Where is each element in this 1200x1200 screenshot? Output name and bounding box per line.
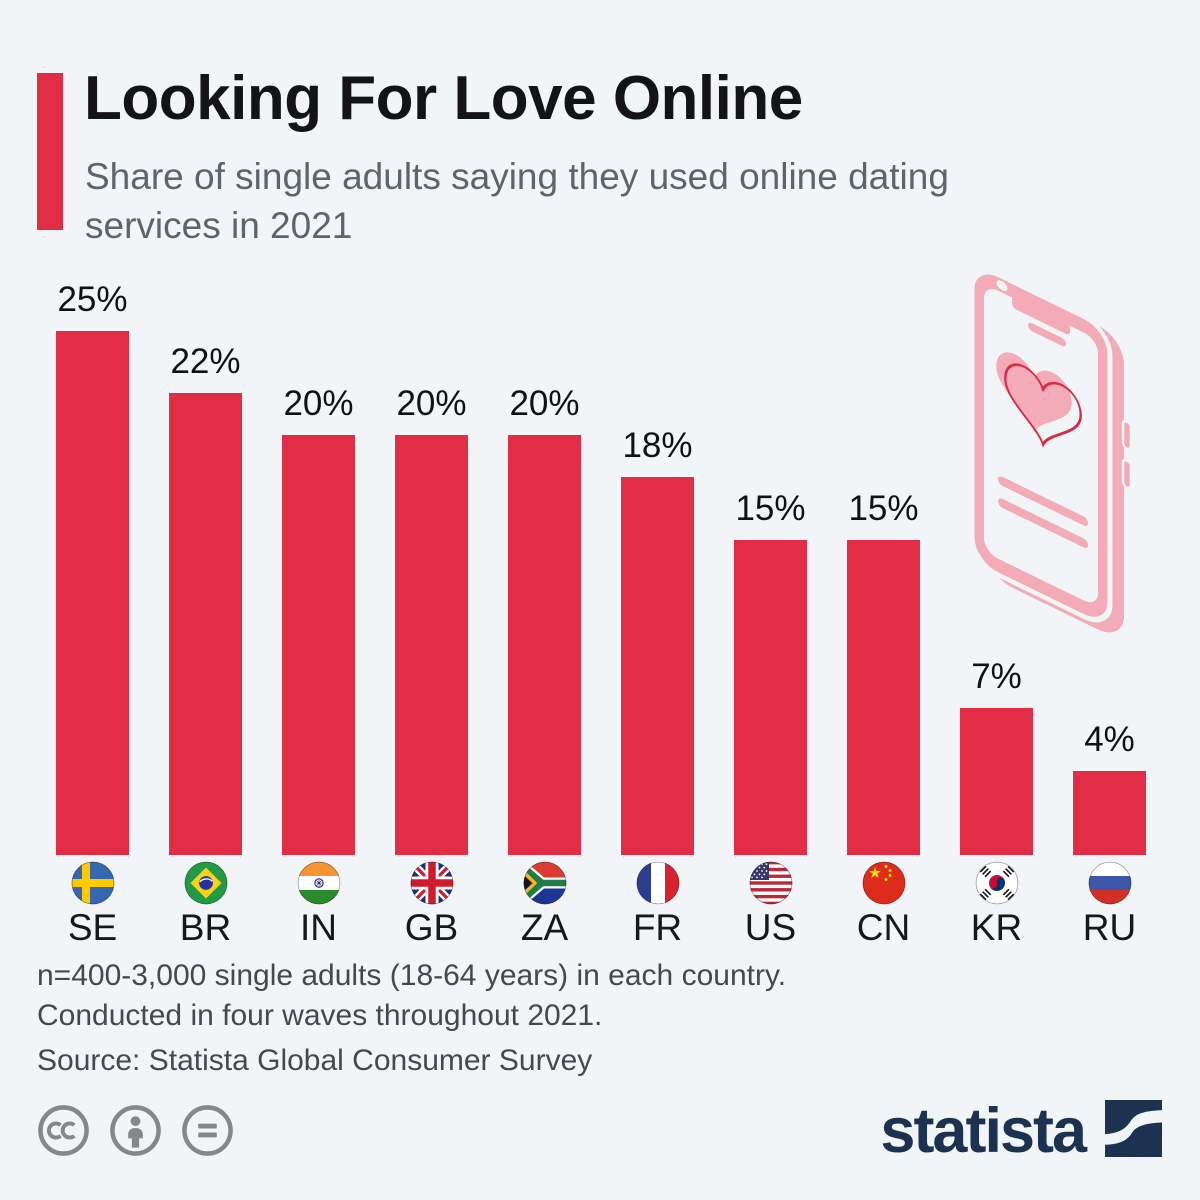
value-label: 18% <box>622 426 693 465</box>
bar-plot: 20% <box>282 280 355 855</box>
bar-plot: 4% <box>1073 280 1146 855</box>
value-label: 20% <box>283 384 354 423</box>
country-code-label: KR <box>970 907 1023 948</box>
bar <box>282 435 355 855</box>
statista-branding: statista <box>880 1098 1162 1164</box>
bar-column: 15% US <box>714 280 827 950</box>
source-line: Source: Statista Global Consumer Survey <box>37 1044 593 1077</box>
heart-icon <box>996 352 1072 433</box>
value-label: 15% <box>848 489 919 528</box>
bar <box>508 435 581 855</box>
bar-plot: 18% <box>621 280 694 855</box>
bar-column: 20% GB <box>375 280 488 950</box>
bar-chart: 25% SE 22% BR 20% IN 20% <box>36 280 1166 950</box>
country-code-label: ZA <box>520 907 569 948</box>
value-label: 20% <box>396 384 467 423</box>
chart-footnote: n=400-3,000 single adults (18-64 years) … <box>37 956 937 1081</box>
bar <box>56 331 129 855</box>
phone-with-heart-illustration <box>915 240 1200 660</box>
statista-wordmark: statista <box>880 1096 1087 1166</box>
no-derivatives-icon <box>181 1104 234 1162</box>
bar <box>847 540 920 855</box>
country-code-label: US <box>744 907 797 948</box>
chart-subtitle: Share of single adults saying they used … <box>85 152 1105 250</box>
country-code-label: FR <box>632 907 683 948</box>
bar-column: 25% SE <box>36 280 149 950</box>
bar-plot: 20% <box>508 280 581 855</box>
flag-cn-icon <box>862 861 906 905</box>
bar <box>960 708 1033 855</box>
bar <box>621 477 694 855</box>
bar-plot: 15% <box>847 280 920 855</box>
bar-column: 20% IN <box>262 280 375 950</box>
bar-plot: 22% <box>169 280 242 855</box>
bar <box>395 435 468 855</box>
flag-gb-icon <box>410 861 454 905</box>
bar <box>1073 771 1146 855</box>
bar-column: 15% CN <box>827 280 940 950</box>
country-code-label: CN <box>856 907 911 948</box>
value-label: 25% <box>57 280 128 319</box>
subtitle-line-2: services in 2021 <box>85 205 353 246</box>
flag-us-icon <box>749 861 793 905</box>
flag-in-icon <box>297 861 341 905</box>
bar-plot: 7% <box>960 280 1033 855</box>
footnote-line-2: Conducted in four waves throughout 2021. <box>37 999 603 1032</box>
attribution-icon <box>109 1104 162 1162</box>
country-code-label: IN <box>300 907 337 948</box>
subtitle-line-1: Share of single adults saying they used … <box>85 156 949 197</box>
bar-plot: 15% <box>734 280 807 855</box>
title-accent-bar <box>37 73 63 230</box>
flag-za-icon <box>523 861 567 905</box>
license-icons <box>37 1104 234 1162</box>
bar-column: 22% BR <box>149 280 262 950</box>
country-code-label: GB <box>404 907 459 948</box>
value-label: 20% <box>509 384 580 423</box>
flag-br-icon <box>184 861 228 905</box>
value-label: 4% <box>1084 720 1135 759</box>
flag-fr-icon <box>636 861 680 905</box>
bar-column: 4% RU <box>1053 280 1166 950</box>
value-label: 7% <box>971 657 1022 696</box>
page-title: Looking For Love Online <box>84 64 803 133</box>
bar <box>734 540 807 855</box>
bar-plot: 20% <box>395 280 468 855</box>
flag-kr-icon <box>975 861 1019 905</box>
value-label: 22% <box>170 342 241 381</box>
cc-icon <box>37 1104 90 1162</box>
bar-column: 7% KR <box>940 280 1053 950</box>
bar <box>169 393 242 855</box>
bar-plot: 25% <box>56 280 129 855</box>
bar-column: 20% ZA <box>488 280 601 950</box>
flag-ru-icon <box>1088 861 1132 905</box>
country-code-label: RU <box>1082 907 1137 948</box>
country-code-label: SE <box>67 907 118 948</box>
value-label: 15% <box>735 489 806 528</box>
statista-logo-icon <box>1105 1100 1162 1162</box>
flag-se-icon <box>71 861 115 905</box>
footnote-line-1: n=400-3,000 single adults (18-64 years) … <box>37 959 787 992</box>
bar-column: 18% FR <box>601 280 714 950</box>
country-code-label: BR <box>179 907 232 948</box>
